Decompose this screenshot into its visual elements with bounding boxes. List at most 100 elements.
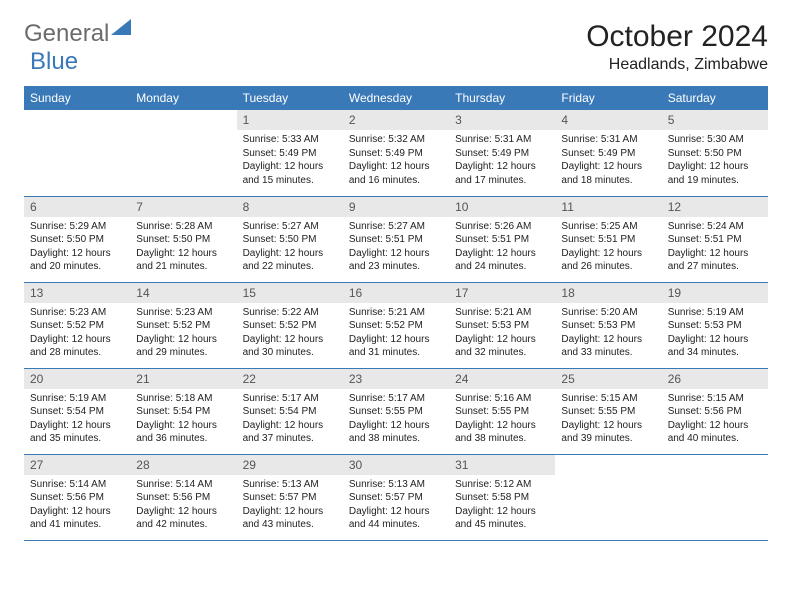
calendar-cell: 15Sunrise: 5:22 AMSunset: 5:52 PMDayligh… bbox=[237, 282, 343, 368]
cell-details: Sunrise: 5:23 AMSunset: 5:52 PMDaylight:… bbox=[24, 303, 130, 363]
date-number: 8 bbox=[237, 197, 343, 217]
sunrise-text: Sunrise: 5:21 AM bbox=[455, 306, 549, 320]
sunset-text: Sunset: 5:52 PM bbox=[136, 319, 230, 333]
sunrise-text: Sunrise: 5:31 AM bbox=[561, 133, 655, 147]
logo-triangle-icon bbox=[111, 14, 131, 42]
sunrise-text: Sunrise: 5:20 AM bbox=[561, 306, 655, 320]
date-number: 27 bbox=[24, 455, 130, 475]
date-number: 11 bbox=[555, 197, 661, 217]
calendar-cell: 17Sunrise: 5:21 AMSunset: 5:53 PMDayligh… bbox=[449, 282, 555, 368]
title-block: October 2024 Headlands, Zimbabwe bbox=[586, 20, 768, 74]
calendar-cell: 2Sunrise: 5:32 AMSunset: 5:49 PMDaylight… bbox=[343, 110, 449, 196]
date-number: 17 bbox=[449, 283, 555, 303]
date-number: 26 bbox=[662, 369, 768, 389]
date-number: 14 bbox=[130, 283, 236, 303]
sunset-text: Sunset: 5:50 PM bbox=[668, 147, 762, 161]
sunrise-text: Sunrise: 5:30 AM bbox=[668, 133, 762, 147]
calendar-cell: 11Sunrise: 5:25 AMSunset: 5:51 PMDayligh… bbox=[555, 196, 661, 282]
calendar-cell: 10Sunrise: 5:26 AMSunset: 5:51 PMDayligh… bbox=[449, 196, 555, 282]
date-number: 15 bbox=[237, 283, 343, 303]
calendar-cell: 3Sunrise: 5:31 AMSunset: 5:49 PMDaylight… bbox=[449, 110, 555, 196]
calendar-cell: 26Sunrise: 5:15 AMSunset: 5:56 PMDayligh… bbox=[662, 368, 768, 454]
calendar-cell bbox=[130, 110, 236, 196]
sunset-text: Sunset: 5:53 PM bbox=[455, 319, 549, 333]
sunrise-text: Sunrise: 5:17 AM bbox=[349, 392, 443, 406]
sunset-text: Sunset: 5:49 PM bbox=[561, 147, 655, 161]
calendar-cell: 20Sunrise: 5:19 AMSunset: 5:54 PMDayligh… bbox=[24, 368, 130, 454]
cell-details: Sunrise: 5:17 AMSunset: 5:55 PMDaylight:… bbox=[343, 389, 449, 449]
sunset-text: Sunset: 5:56 PM bbox=[136, 491, 230, 505]
daylight-text: Daylight: 12 hours and 43 minutes. bbox=[243, 505, 337, 532]
calendar-cell: 7Sunrise: 5:28 AMSunset: 5:50 PMDaylight… bbox=[130, 196, 236, 282]
daylight-text: Daylight: 12 hours and 35 minutes. bbox=[30, 419, 124, 446]
sunset-text: Sunset: 5:52 PM bbox=[349, 319, 443, 333]
daylight-text: Daylight: 12 hours and 39 minutes. bbox=[561, 419, 655, 446]
date-number: 22 bbox=[237, 369, 343, 389]
calendar-cell bbox=[24, 110, 130, 196]
sunrise-text: Sunrise: 5:31 AM bbox=[455, 133, 549, 147]
cell-details: Sunrise: 5:26 AMSunset: 5:51 PMDaylight:… bbox=[449, 217, 555, 277]
sunrise-text: Sunrise: 5:13 AM bbox=[349, 478, 443, 492]
sunrise-text: Sunrise: 5:24 AM bbox=[668, 220, 762, 234]
cell-details: Sunrise: 5:33 AMSunset: 5:49 PMDaylight:… bbox=[237, 130, 343, 190]
sunset-text: Sunset: 5:52 PM bbox=[243, 319, 337, 333]
calendar-cell: 16Sunrise: 5:21 AMSunset: 5:52 PMDayligh… bbox=[343, 282, 449, 368]
date-number: 31 bbox=[449, 455, 555, 475]
cell-details: Sunrise: 5:19 AMSunset: 5:54 PMDaylight:… bbox=[24, 389, 130, 449]
cell-details: Sunrise: 5:28 AMSunset: 5:50 PMDaylight:… bbox=[130, 217, 236, 277]
cell-details: Sunrise: 5:19 AMSunset: 5:53 PMDaylight:… bbox=[662, 303, 768, 363]
calendar-cell: 22Sunrise: 5:17 AMSunset: 5:54 PMDayligh… bbox=[237, 368, 343, 454]
calendar-cell: 5Sunrise: 5:30 AMSunset: 5:50 PMDaylight… bbox=[662, 110, 768, 196]
daylight-text: Daylight: 12 hours and 37 minutes. bbox=[243, 419, 337, 446]
cell-details: Sunrise: 5:27 AMSunset: 5:51 PMDaylight:… bbox=[343, 217, 449, 277]
sunset-text: Sunset: 5:51 PM bbox=[455, 233, 549, 247]
calendar-cell: 19Sunrise: 5:19 AMSunset: 5:53 PMDayligh… bbox=[662, 282, 768, 368]
sunrise-text: Sunrise: 5:14 AM bbox=[30, 478, 124, 492]
cell-details: Sunrise: 5:21 AMSunset: 5:52 PMDaylight:… bbox=[343, 303, 449, 363]
sunrise-text: Sunrise: 5:18 AM bbox=[136, 392, 230, 406]
sunset-text: Sunset: 5:53 PM bbox=[561, 319, 655, 333]
daylight-text: Daylight: 12 hours and 28 minutes. bbox=[30, 333, 124, 360]
daylight-text: Daylight: 12 hours and 16 minutes. bbox=[349, 160, 443, 187]
sunrise-text: Sunrise: 5:32 AM bbox=[349, 133, 443, 147]
cell-details: Sunrise: 5:13 AMSunset: 5:57 PMDaylight:… bbox=[237, 475, 343, 535]
calendar-week: 1Sunrise: 5:33 AMSunset: 5:49 PMDaylight… bbox=[24, 110, 768, 196]
daylight-text: Daylight: 12 hours and 29 minutes. bbox=[136, 333, 230, 360]
sunset-text: Sunset: 5:49 PM bbox=[243, 147, 337, 161]
sunrise-text: Sunrise: 5:27 AM bbox=[243, 220, 337, 234]
sunset-text: Sunset: 5:55 PM bbox=[349, 405, 443, 419]
sunrise-text: Sunrise: 5:21 AM bbox=[349, 306, 443, 320]
calendar-cell: 18Sunrise: 5:20 AMSunset: 5:53 PMDayligh… bbox=[555, 282, 661, 368]
date-number: 23 bbox=[343, 369, 449, 389]
daylight-text: Daylight: 12 hours and 27 minutes. bbox=[668, 247, 762, 274]
sunset-text: Sunset: 5:54 PM bbox=[30, 405, 124, 419]
calendar-week: 6Sunrise: 5:29 AMSunset: 5:50 PMDaylight… bbox=[24, 196, 768, 282]
day-header: Tuesday bbox=[237, 86, 343, 110]
date-number: 28 bbox=[130, 455, 236, 475]
day-header: Thursday bbox=[449, 86, 555, 110]
logo: General bbox=[24, 20, 131, 48]
day-header: Monday bbox=[130, 86, 236, 110]
cell-details: Sunrise: 5:16 AMSunset: 5:55 PMDaylight:… bbox=[449, 389, 555, 449]
date-number: 3 bbox=[449, 110, 555, 130]
date-number: 9 bbox=[343, 197, 449, 217]
sunrise-text: Sunrise: 5:16 AM bbox=[455, 392, 549, 406]
daylight-text: Daylight: 12 hours and 19 minutes. bbox=[668, 160, 762, 187]
sunrise-text: Sunrise: 5:15 AM bbox=[668, 392, 762, 406]
sunrise-text: Sunrise: 5:28 AM bbox=[136, 220, 230, 234]
date-number: 1 bbox=[237, 110, 343, 130]
calendar-cell: 27Sunrise: 5:14 AMSunset: 5:56 PMDayligh… bbox=[24, 454, 130, 540]
header: General October 2024 Headlands, Zimbabwe bbox=[24, 20, 768, 74]
daylight-text: Daylight: 12 hours and 34 minutes. bbox=[668, 333, 762, 360]
calendar-cell: 25Sunrise: 5:15 AMSunset: 5:55 PMDayligh… bbox=[555, 368, 661, 454]
sunset-text: Sunset: 5:58 PM bbox=[455, 491, 549, 505]
sunset-text: Sunset: 5:50 PM bbox=[136, 233, 230, 247]
date-number: 12 bbox=[662, 197, 768, 217]
calendar-cell: 29Sunrise: 5:13 AMSunset: 5:57 PMDayligh… bbox=[237, 454, 343, 540]
day-header: Friday bbox=[555, 86, 661, 110]
calendar-week: 20Sunrise: 5:19 AMSunset: 5:54 PMDayligh… bbox=[24, 368, 768, 454]
calendar-cell: 1Sunrise: 5:33 AMSunset: 5:49 PMDaylight… bbox=[237, 110, 343, 196]
cell-details: Sunrise: 5:22 AMSunset: 5:52 PMDaylight:… bbox=[237, 303, 343, 363]
calendar-cell: 12Sunrise: 5:24 AMSunset: 5:51 PMDayligh… bbox=[662, 196, 768, 282]
calendar-cell: 31Sunrise: 5:12 AMSunset: 5:58 PMDayligh… bbox=[449, 454, 555, 540]
